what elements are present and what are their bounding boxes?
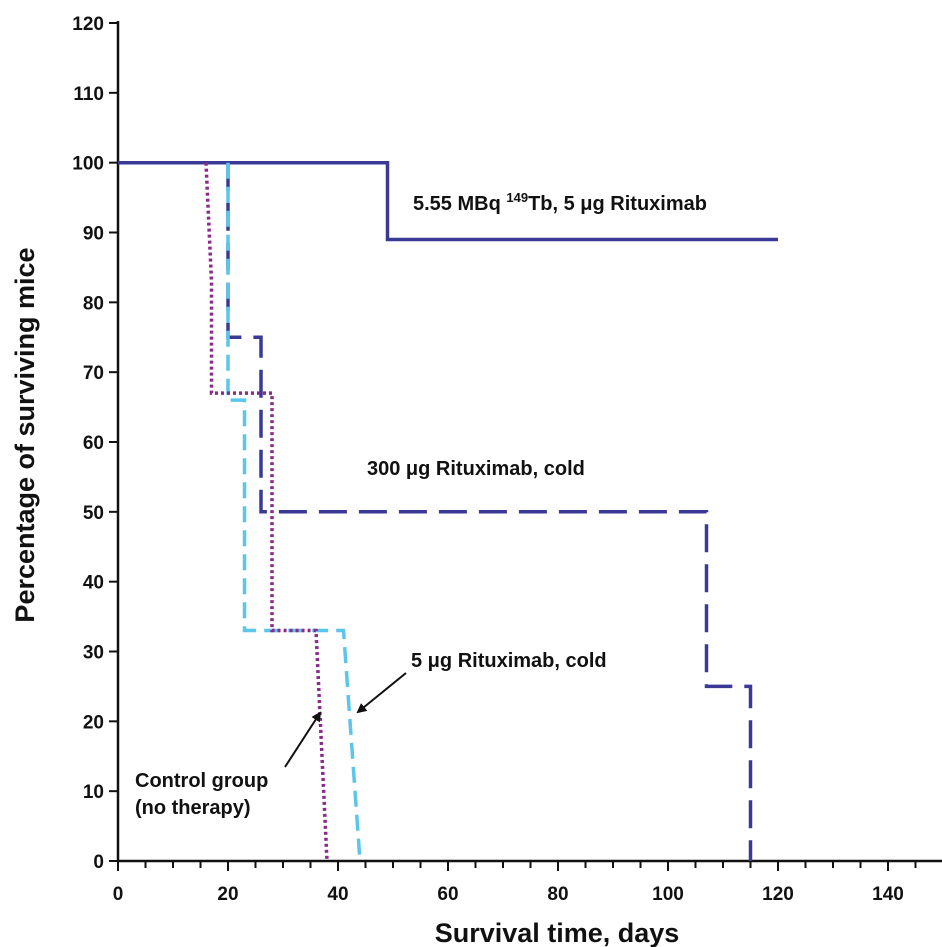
y-tick-label: 20	[83, 712, 104, 733]
series-line-rit300	[226, 162, 753, 861]
y-axis-title: Percentage of surviving mice	[10, 247, 40, 622]
y-tick-label: 110	[73, 84, 104, 105]
annotation-control-line1: Control group	[135, 770, 268, 792]
annotation-control-line2: (no therapy)	[135, 797, 251, 819]
x-axis-title: Survival time, days	[435, 918, 680, 947]
annotation-tb149-post: Tb, 5 μg Rituximab	[528, 193, 707, 215]
x-tick-label: 40	[327, 884, 348, 905]
y-tick-label: 100	[72, 154, 104, 175]
y-tick-label: 80	[83, 293, 104, 314]
annotation-rit5: 5 μg Rituximab, cold	[411, 650, 607, 672]
y-tick-label: 40	[83, 573, 104, 594]
x-tick-label: 140	[872, 884, 904, 905]
series-layer	[118, 160, 778, 862]
annotation-tb149-sup: 149	[506, 190, 528, 205]
series-line-rit5	[226, 162, 362, 862]
x-tick-label: 100	[652, 884, 684, 905]
y-tick-label: 30	[83, 643, 104, 664]
x-tick-label: 60	[437, 884, 458, 905]
series-line-tb149	[118, 160, 778, 242]
y-tick-label: 90	[83, 224, 104, 245]
x-tick-label: 80	[547, 884, 568, 905]
y-tick-label: 60	[83, 433, 104, 454]
x-tick-label: 0	[113, 884, 124, 905]
series-line-control	[204, 162, 329, 862]
y-tick-label: 120	[72, 14, 104, 35]
annotation-tb149-pre: 5.55 MBq	[413, 193, 506, 215]
y-tick-label: 50	[83, 503, 104, 524]
axes	[116, 21, 942, 863]
annotation-rit300: 300 μg Rituximab, cold	[367, 458, 585, 480]
arrow-rit5	[356, 672, 407, 714]
annotation-tb149: 5.55 MBq 149Tb, 5 μg Rituximab	[413, 190, 707, 215]
y-tick-label: 0	[93, 852, 104, 873]
arrow-control	[284, 711, 322, 768]
y-tick-label: 70	[83, 363, 104, 384]
ticks: 0 10 20 30 40 50 60 70 80 90 100 110 120 0 20 40 60 80 100…	[72, 14, 917, 905]
x-tick-label: 20	[217, 884, 238, 905]
y-tick-label: 10	[83, 782, 104, 803]
x-tick-label: 120	[762, 884, 794, 905]
